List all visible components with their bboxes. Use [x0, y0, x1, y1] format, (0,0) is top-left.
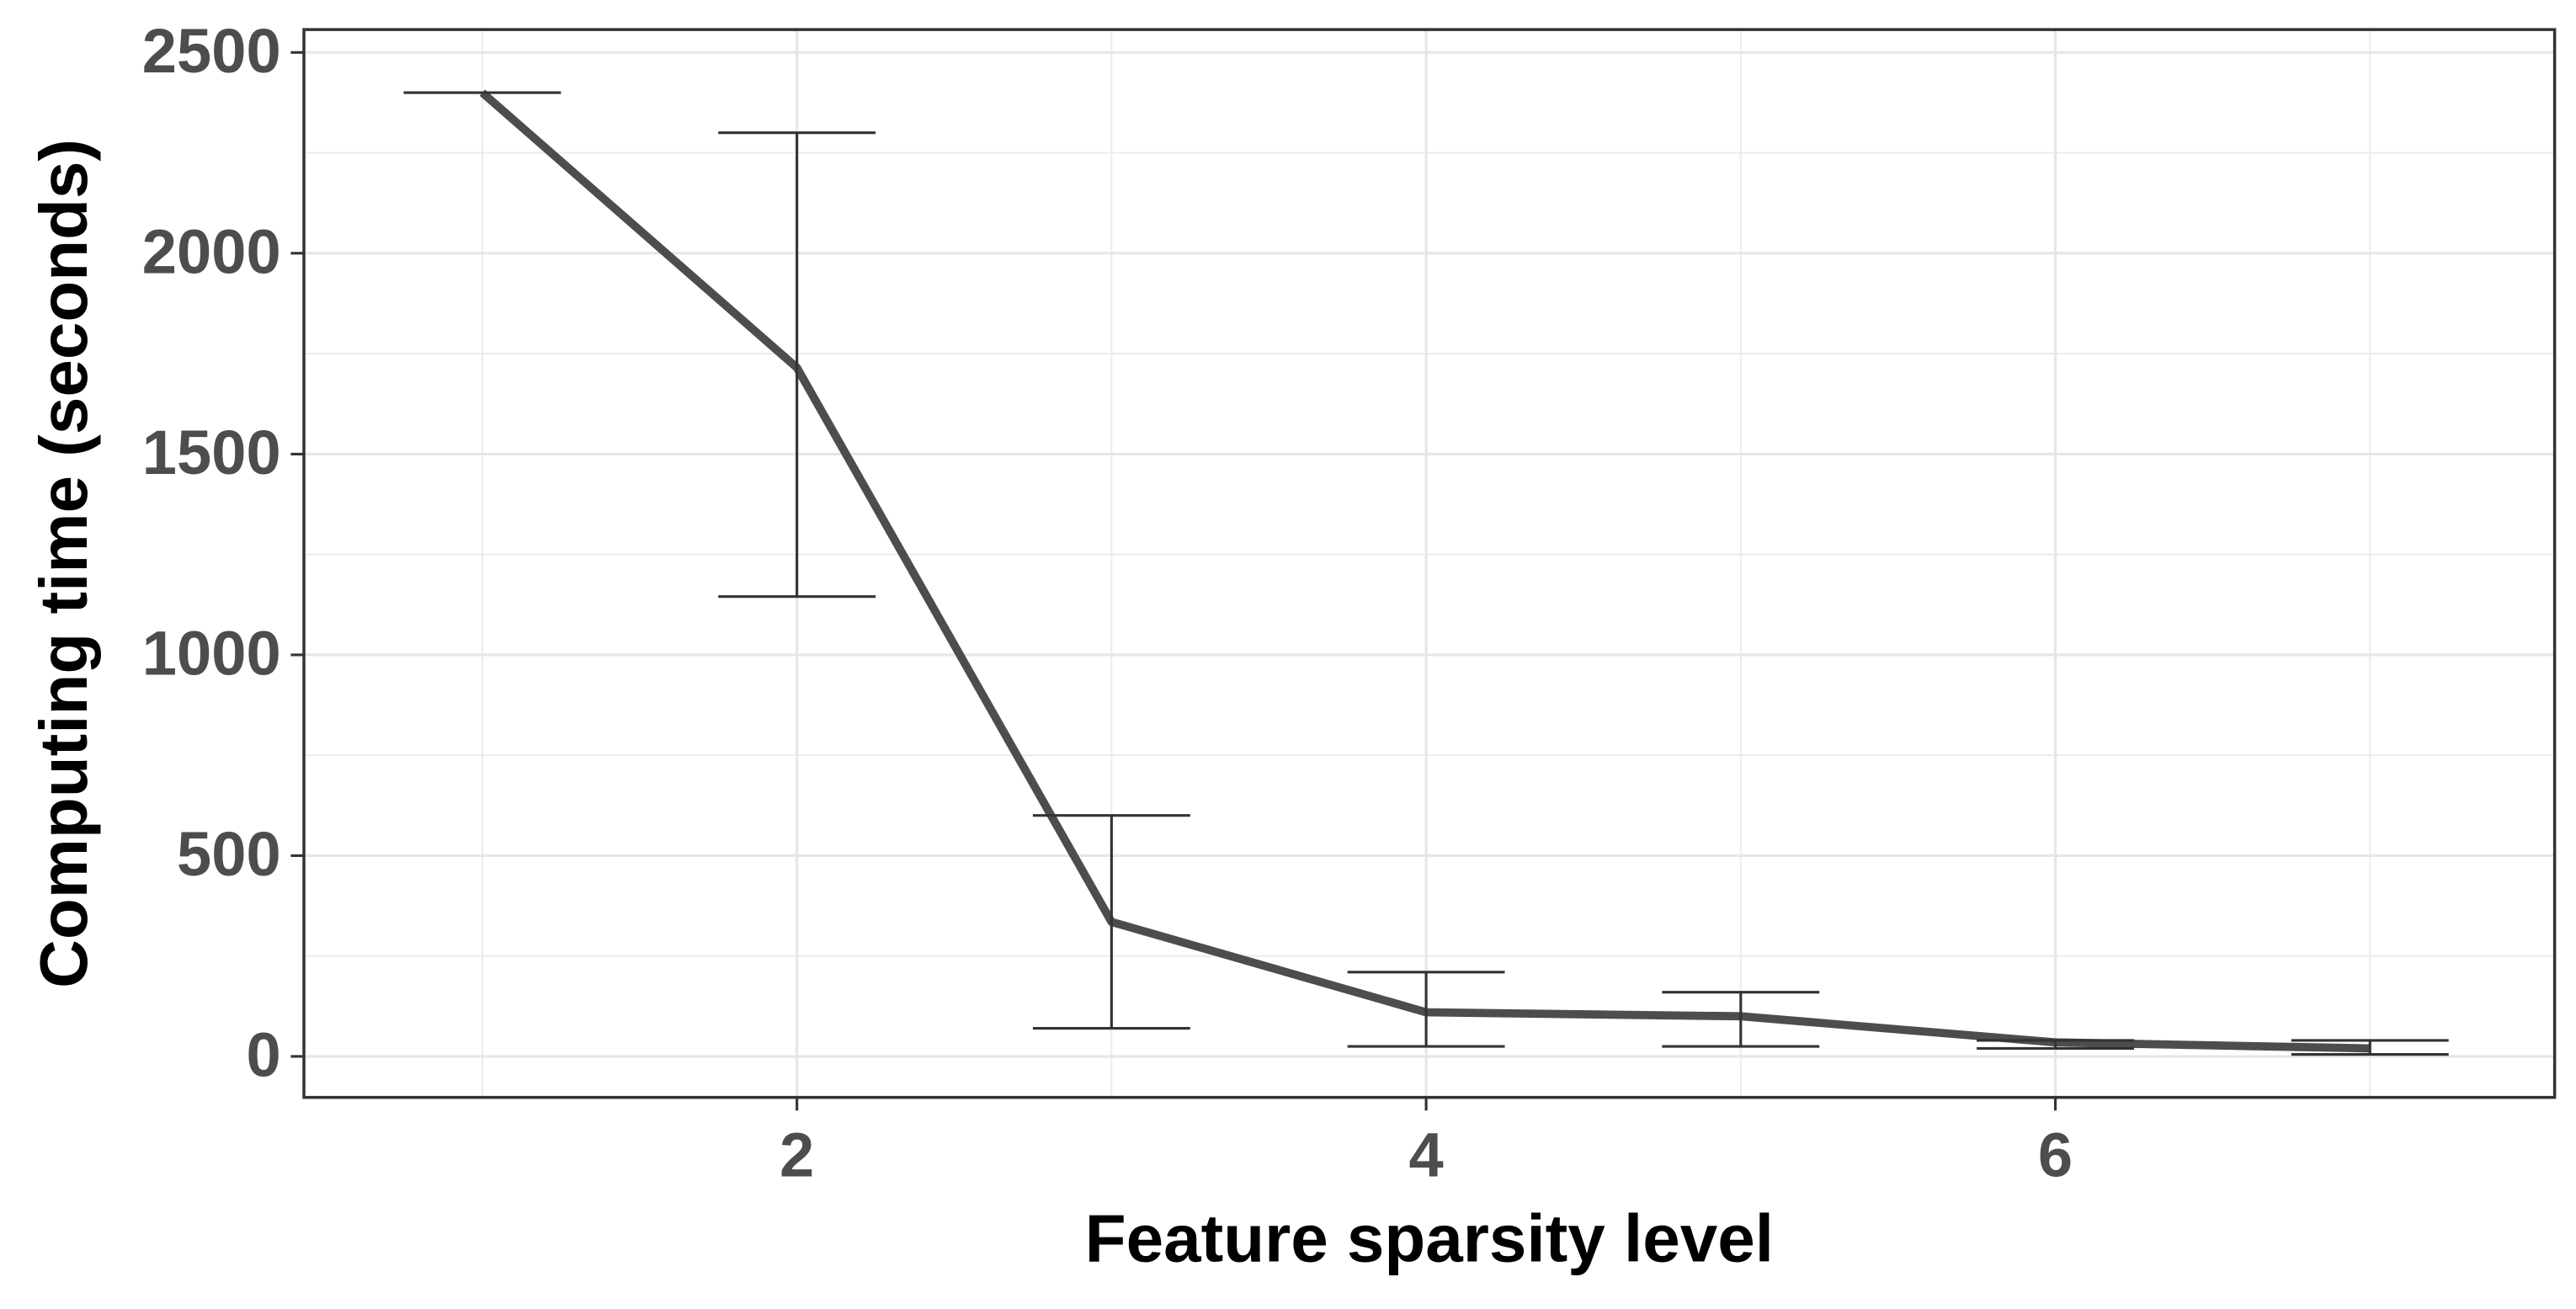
error-bar — [1977, 1039, 2134, 1050]
error-bar — [718, 131, 876, 599]
y-tick-label: 0 — [246, 1019, 280, 1089]
y-tick-label: 1000 — [142, 618, 281, 688]
panel-border — [302, 28, 2557, 1099]
error-bar — [1662, 991, 1820, 1048]
y-tick-label: 1500 — [142, 418, 281, 487]
error-bar — [1347, 971, 1505, 1048]
error-bar — [2291, 1039, 2449, 1056]
x-axis-title: Feature sparsity level — [1085, 1200, 1774, 1275]
x-tick-label: 4 — [1408, 1120, 1443, 1189]
error-bar — [1032, 814, 1190, 1030]
y-tick-label: 2500 — [142, 16, 281, 86]
y-tick-label: 2000 — [142, 216, 281, 286]
x-tick-label: 2 — [780, 1120, 814, 1189]
y-axis-title: Computing time (seconds) — [26, 139, 101, 988]
x-tick-label: 6 — [2038, 1120, 2073, 1189]
y-tick-label: 500 — [177, 819, 281, 889]
